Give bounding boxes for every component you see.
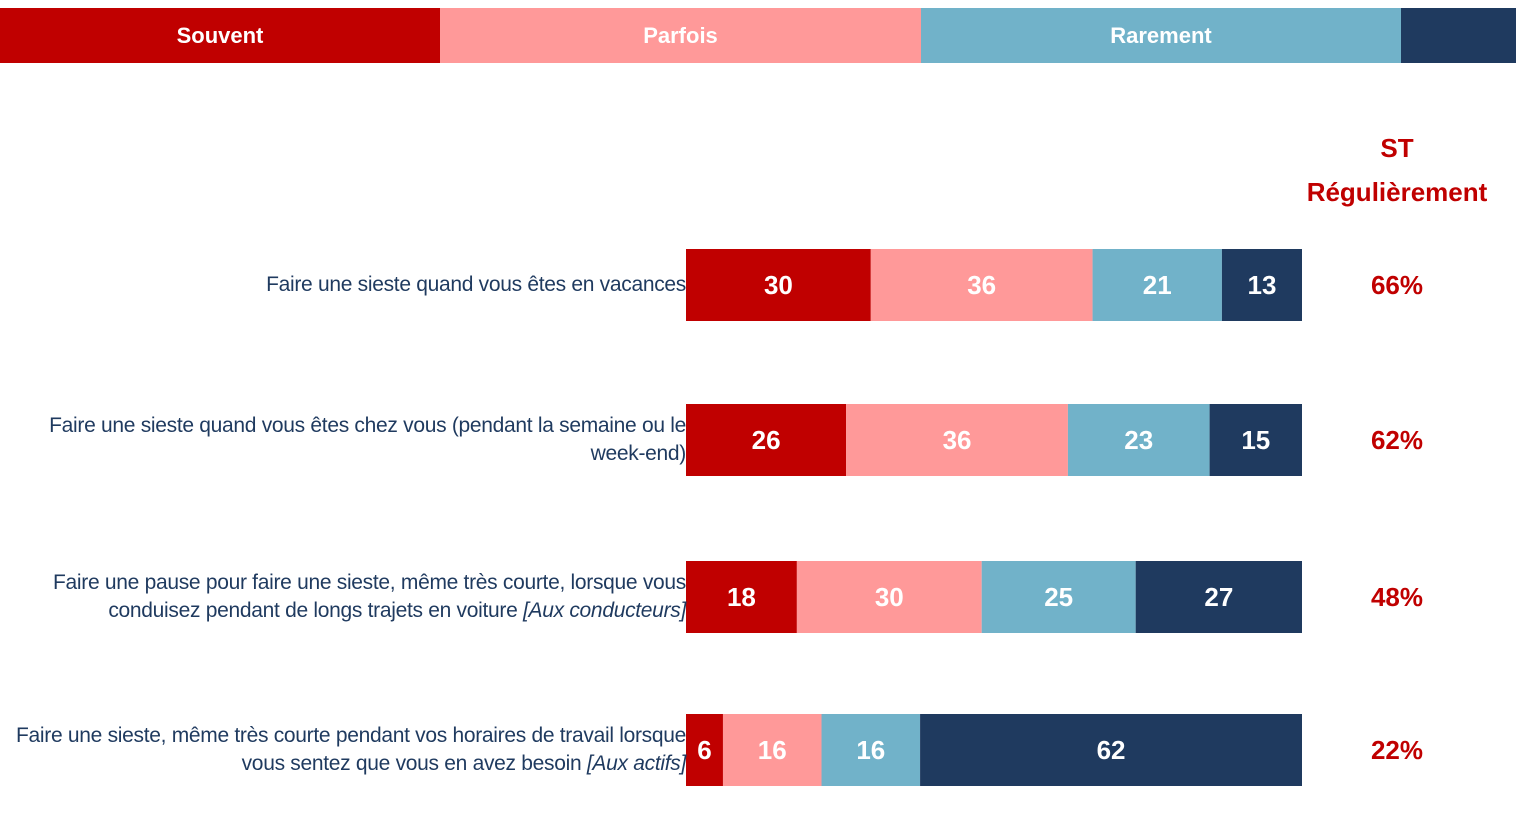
category-text: Faire une sieste, même très courte penda…: [4, 722, 686, 778]
data-label: 23: [1124, 425, 1153, 455]
bar-segment: [981, 561, 1136, 633]
bar-segment: [920, 714, 1302, 786]
data-label: 15: [1241, 425, 1270, 455]
category-text: Faire une pause pour faire une sieste, m…: [4, 569, 686, 625]
bar-segment: [796, 561, 982, 633]
data-label: 30: [764, 270, 793, 300]
legend-swatch: [921, 8, 1401, 63]
data-label: 26: [752, 425, 781, 455]
data-label: 25: [1044, 582, 1073, 612]
bar-segment: [686, 561, 797, 633]
total-label: 66%: [1371, 270, 1423, 300]
totals-title: Régulièrement: [1307, 177, 1488, 207]
total-label: 62%: [1371, 425, 1423, 455]
legend-label: Rarement: [1110, 23, 1212, 48]
bar-segment: [686, 404, 847, 476]
category-label: Faire une pause pour faire une sieste, m…: [4, 522, 686, 672]
chart: Souvent Parfois Rarement ST Régulièrement 30 3…: [0, 8, 1516, 786]
legend-label: Souvent: [177, 23, 264, 48]
bar-segment: [1067, 404, 1210, 476]
bar-segment: [1209, 404, 1302, 476]
category-text: Faire une sieste quand vous êtes chez vo…: [4, 412, 686, 468]
bar-segment: [846, 404, 1068, 476]
data-label: 16: [856, 735, 885, 765]
data-label: 18: [727, 582, 756, 612]
legend-label: Parfois: [643, 23, 718, 48]
data-label: 36: [943, 425, 972, 455]
data-label: 13: [1247, 270, 1276, 300]
category-name: Faire une sieste quand vous êtes en vaca…: [266, 273, 686, 296]
data-label: 21: [1143, 270, 1172, 300]
category-name: Faire une sieste, même très courte penda…: [16, 724, 686, 775]
data-label: 36: [967, 270, 996, 300]
category-label: Faire une sieste quand vous êtes en vaca…: [4, 210, 686, 360]
bar-segment: [686, 714, 723, 786]
category-name: Faire une sieste quand vous êtes chez vo…: [49, 414, 686, 465]
bar-segment: [1135, 561, 1302, 633]
bar-segment: [686, 249, 871, 321]
bar-segment: [1092, 249, 1222, 321]
data-label: 16: [758, 735, 787, 765]
total-label: 22%: [1371, 735, 1423, 765]
data-label: 30: [875, 582, 904, 612]
category-label: Faire une sieste quand vous êtes chez vo…: [4, 365, 686, 515]
bar-segment: [722, 714, 822, 786]
category-note: [Aux conducteurs]: [523, 599, 686, 622]
legend-swatch: [1401, 8, 1516, 63]
category-label: Faire une sieste, même très courte penda…: [4, 675, 686, 825]
page: Souvent Parfois Rarement ST Régulièrement 30 3…: [0, 8, 1516, 786]
category-name: Faire une pause pour faire une sieste, m…: [53, 571, 686, 622]
bar-segment: [1221, 249, 1302, 321]
data-label: 27: [1204, 582, 1233, 612]
bar-segment: [821, 714, 921, 786]
bar-segment: [870, 249, 1093, 321]
legend-swatch: [440, 8, 921, 63]
data-label: 62: [1097, 735, 1126, 765]
category-text: Faire une sieste quand vous êtes en vaca…: [266, 271, 686, 299]
category-note: [Aux actifs]: [586, 752, 686, 775]
data-label: 6: [697, 735, 711, 765]
total-label: 48%: [1371, 582, 1423, 612]
legend-swatch: [0, 8, 440, 63]
totals-title: ST: [1380, 133, 1413, 163]
